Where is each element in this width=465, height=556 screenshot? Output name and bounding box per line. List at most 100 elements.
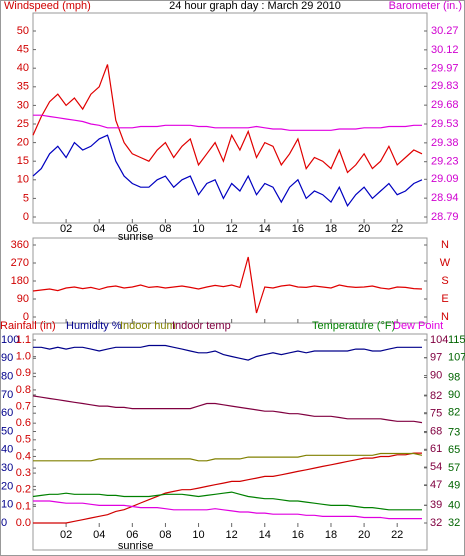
y2-tick-label: 0.9: [16, 367, 31, 379]
y-tick-label: 90: [1, 352, 13, 364]
y-tick-label: 70: [1, 389, 13, 401]
series-line: [32, 256, 423, 314]
y-tick-label: 35: [17, 81, 29, 93]
y4-tick-label: 65: [448, 444, 460, 456]
y2-tick-label: 1.0: [16, 351, 31, 363]
y2-tick-label: W: [440, 257, 451, 269]
x-tick-label: 04: [93, 529, 105, 541]
legend-entry: Dew Point: [393, 320, 443, 332]
y3-tick-label: 82: [430, 390, 442, 402]
series-line: [32, 395, 423, 424]
x-tick-label: 08: [159, 223, 171, 235]
y2-tick-label: 30.27: [431, 25, 459, 37]
y3-tick-label: 75: [430, 408, 442, 420]
x-tick-label: 22: [391, 529, 403, 541]
y2-tick-label: 0.5: [16, 434, 31, 446]
y3-tick-label: 61: [430, 443, 442, 455]
x-tick-label: 08: [159, 529, 171, 541]
y-tick-label: 30: [1, 462, 13, 474]
y-tick-label: 40: [1, 444, 13, 456]
series-line: [32, 64, 423, 174]
annotation: sunrise: [118, 540, 153, 552]
y2-tick-label: 0.6: [16, 417, 31, 429]
x-tick-label: 06: [126, 529, 138, 541]
y4-tick-label: 107: [448, 352, 465, 364]
y-tick-label: 25: [17, 118, 29, 130]
panel-wind: [32, 12, 428, 224]
series-line: [33, 344, 422, 361]
y3-tick-label: 39: [430, 499, 442, 511]
y-tick-label: 50: [17, 25, 29, 37]
y4-tick-label: 49: [448, 479, 460, 491]
panel-climate: [32, 333, 428, 551]
y-tick-label: 20: [17, 137, 29, 149]
series-line: [33, 114, 422, 131]
y-tick-label: 80: [1, 371, 13, 383]
y4-tick-label: 82: [448, 407, 460, 419]
series-line: [33, 452, 422, 524]
x-tick-label: 02: [60, 529, 72, 541]
legend-entry: Indoor temp: [172, 320, 231, 332]
y-tick-label: 270: [11, 257, 29, 269]
x-tick-label: 14: [259, 223, 271, 235]
y2-tick-label: 29.09: [431, 173, 459, 185]
y4-tick-label: 98: [448, 371, 460, 383]
series-line: [33, 452, 423, 462]
legend-entry: Rainfall (in): [0, 320, 56, 332]
y-tick-label: 100: [1, 334, 19, 346]
y2-tick-label: 0.0: [16, 517, 31, 529]
y4-tick-label: 40: [448, 499, 460, 511]
series-line: [32, 491, 422, 511]
y2-tick-label: S: [441, 275, 448, 287]
y3-tick-label: 32: [430, 517, 442, 529]
y4-tick-label: 90: [448, 389, 460, 401]
series-line: [32, 134, 423, 207]
y-tick-label: 360: [11, 239, 29, 251]
y-axis-title: Windspeed (mph): [4, 0, 91, 12]
y2-axis-title: Barometer (in.): [389, 0, 462, 12]
y4-tick-label: 57: [448, 462, 460, 474]
y-tick-label: 0: [1, 517, 7, 529]
y-tick-label: 0: [23, 211, 29, 223]
y-tick-label: 10: [17, 174, 29, 186]
y2-tick-label: E: [441, 293, 448, 305]
x-tick-label: 16: [292, 529, 304, 541]
y3-tick-label: 97: [430, 352, 442, 364]
y-tick-label: 0: [23, 311, 29, 323]
y-tick-label: 40: [17, 62, 29, 74]
x-tick-label: 18: [325, 223, 337, 235]
y-tick-label: 60: [1, 407, 13, 419]
y3-tick-label: 104: [430, 334, 448, 346]
series-line: [33, 500, 422, 520]
y-tick-label: 50: [1, 425, 13, 437]
x-tick-label: 12: [226, 223, 238, 235]
y3-tick-label: 68: [430, 425, 442, 437]
x-tick-label: 12: [226, 529, 238, 541]
y4-tick-label: 32: [448, 517, 460, 529]
x-tick-label: 10: [192, 223, 204, 235]
y2-tick-label: 29.68: [431, 99, 459, 111]
y2-tick-label: 0.7: [16, 400, 31, 412]
y4-tick-label: 115: [448, 334, 465, 346]
y2-tick-label: 0.8: [16, 384, 31, 396]
y2-tick-label: 28.94: [431, 192, 459, 204]
y-tick-label: 30: [17, 99, 29, 111]
y3-tick-label: 90: [430, 369, 442, 381]
y2-tick-label: N: [441, 239, 449, 251]
y2-tick-label: 29.23: [431, 156, 459, 168]
legend-entry: Humidity %: [66, 320, 122, 332]
y2-tick-label: 29.97: [431, 63, 459, 75]
x-tick-label: 20: [358, 223, 370, 235]
y-tick-label: 20: [1, 480, 13, 492]
y-tick-label: 45: [17, 44, 29, 56]
y4-tick-label: 73: [448, 427, 460, 439]
y2-tick-label: 29.83: [431, 80, 459, 92]
legend-entry: Indoor hum: [120, 320, 176, 332]
y-tick-label: 5: [23, 192, 29, 204]
y-tick-label: 10: [1, 499, 13, 511]
x-tick-label: 10: [192, 529, 204, 541]
y-tick-label: 180: [11, 275, 29, 287]
x-tick-label: 14: [259, 529, 271, 541]
